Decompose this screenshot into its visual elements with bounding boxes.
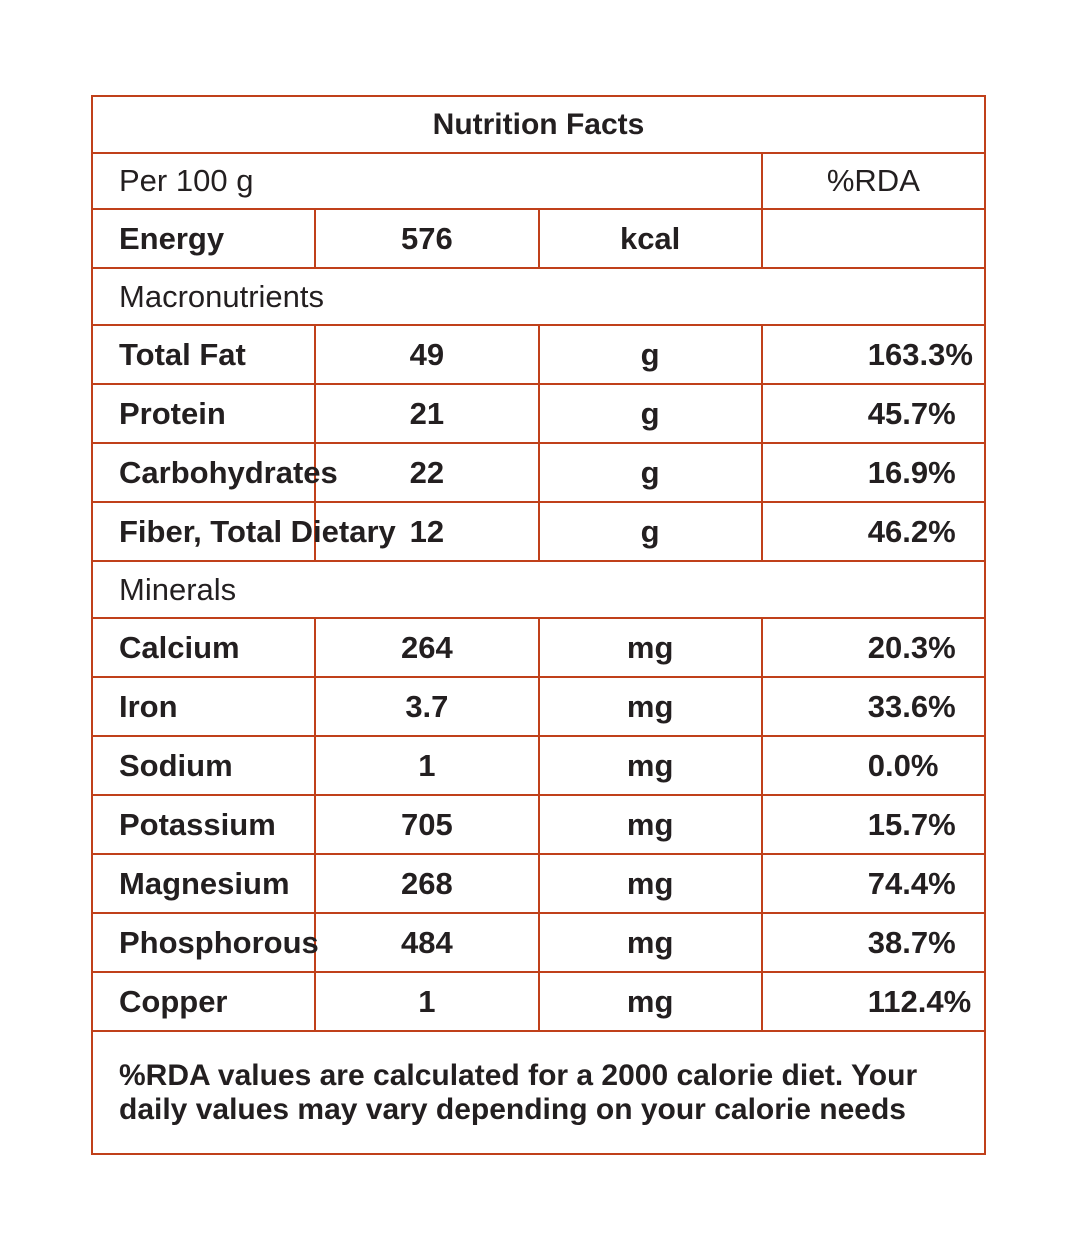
nutrient-name: Iron (90, 676, 317, 737)
nutrient-value: 484 (314, 912, 540, 973)
table-row: Iron 3.7 mg 33.6% (90, 676, 987, 737)
table-row: Potassium 705 mg 15.7% (90, 794, 987, 855)
nutrient-value: 264 (314, 617, 540, 678)
nutrient-value: 268 (314, 853, 540, 914)
nutrient-value: 49 (314, 324, 540, 385)
nutrient-unit: mg (537, 676, 763, 737)
nutrient-rda: 15.7% (760, 794, 987, 855)
nutrient-name: Carbohydrates (90, 442, 338, 503)
table-row: Carbohydrates 22 g 16.9% (90, 442, 987, 503)
nutrient-name: Total Fat (90, 324, 317, 385)
nutrient-value: 705 (314, 794, 540, 855)
nutrient-name: Energy (90, 208, 317, 269)
nutrient-name: Phosphorous (90, 912, 319, 973)
table-row: Total Fat 49 g 163.3% (90, 324, 987, 385)
nutrient-rda (760, 208, 987, 269)
nutrient-name: Potassium (90, 794, 317, 855)
table-row: Protein 21 g 45.7% (90, 383, 987, 444)
table-row: Sodium 1 mg 0.0% (90, 735, 987, 796)
nutrient-value: 22 (314, 442, 540, 503)
section-header-macronutrients: Macronutrients (91, 267, 986, 326)
nutrient-rda: 33.6% (760, 676, 987, 737)
nutrient-unit: kcal (537, 208, 763, 269)
nutrient-unit: mg (537, 853, 763, 914)
nutrient-name: Copper (90, 971, 317, 1032)
nutrient-value: 576 (314, 208, 540, 269)
nutrient-rda: 112.4% (760, 971, 987, 1032)
nutrient-name: Calcium (90, 617, 317, 678)
nutrient-value: 21 (314, 383, 540, 444)
nutrient-name: Magnesium (90, 853, 317, 914)
nutrient-unit: mg (537, 912, 763, 973)
nutrient-value: 1 (314, 971, 540, 1032)
section-header-minerals: Minerals (91, 560, 986, 619)
table-row: Copper 1 mg 112.4% (90, 971, 987, 1032)
nutrient-unit: mg (537, 971, 763, 1032)
nutrient-value: 12 (314, 501, 540, 562)
nutrient-unit: g (537, 324, 763, 385)
nutrient-rda: 45.7% (760, 383, 987, 444)
footnote: %RDA values are calculated for a 2000 ca… (91, 1030, 986, 1155)
table-row: Phosphorous 484 mg 38.7% (90, 912, 987, 973)
rda-header: %RDA (760, 152, 987, 210)
serving-size: Per 100 g (91, 152, 763, 210)
nutrient-rda: 38.7% (760, 912, 987, 973)
nutrition-table: Nutrition Facts Per 100 g %RDA Energy 576 k… (90, 95, 987, 1155)
nutrient-rda: 0.0% (760, 735, 987, 796)
nutrient-rda: 20.3% (760, 617, 987, 678)
table-title: Nutrition Facts (91, 95, 986, 154)
nutrient-name: Protein (90, 383, 317, 444)
nutrient-rda: 74.4% (760, 853, 987, 914)
energy-row: Energy 576 kcal (90, 208, 987, 269)
table-row: Calcium 264 mg 20.3% (90, 617, 987, 678)
nutrient-unit: mg (537, 794, 763, 855)
nutrient-name: Sodium (90, 735, 317, 796)
nutrient-name: Fiber, Total Dietary (90, 501, 396, 562)
table-row: Magnesium 268 mg 74.4% (90, 853, 987, 914)
nutrient-unit: g (537, 501, 763, 562)
nutrient-rda: 163.3% (760, 324, 987, 385)
nutrient-unit: mg (537, 617, 763, 678)
nutrient-unit: g (537, 442, 763, 503)
nutrient-rda: 46.2% (760, 501, 987, 562)
nutrient-rda: 16.9% (760, 442, 987, 503)
nutrient-value: 3.7 (314, 676, 540, 737)
nutrient-unit: g (537, 383, 763, 444)
nutrient-value: 1 (314, 735, 540, 796)
table-row: Fiber, Total Dietary 12 g 46.2% (90, 501, 987, 562)
nutrient-unit: mg (537, 735, 763, 796)
